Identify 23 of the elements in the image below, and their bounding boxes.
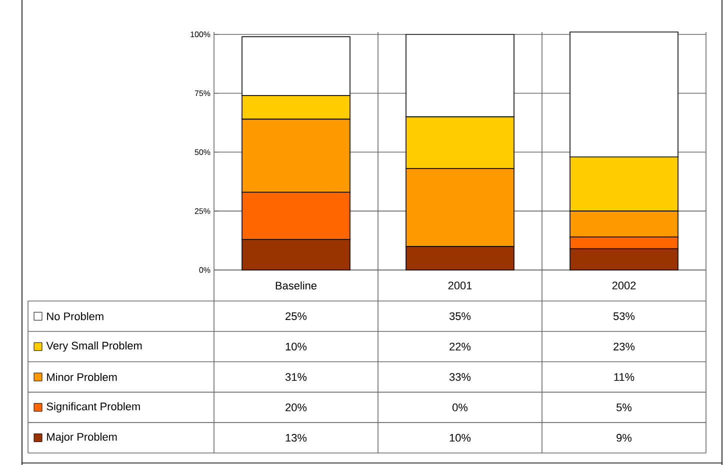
legend-label: Very Small Problem: [46, 341, 142, 352]
data-label: 35%: [449, 312, 471, 320]
data-label: 11%: [614, 373, 634, 381]
legend-label: Minor Problem: [47, 372, 117, 382]
x-tick-label: 2002: [612, 282, 636, 290]
data-label: 31%: [285, 373, 307, 381]
data-label: 25%: [286, 312, 307, 320]
data-label: 5%: [616, 404, 632, 412]
data-label: 20%: [286, 404, 307, 412]
data-label: 33%: [449, 373, 471, 381]
data-label: 10%: [450, 434, 471, 442]
data-label: 10%: [286, 342, 307, 350]
data-label: 22%: [450, 342, 471, 350]
data-label: 53%: [613, 312, 635, 320]
data-label: 23%: [614, 342, 635, 350]
legend-label: Major Problem: [47, 432, 117, 443]
x-tick-label: 2001: [448, 282, 472, 290]
legend-label: Significant Problem: [46, 402, 140, 412]
data-label: 13%: [286, 434, 307, 442]
data-label: 0%: [452, 404, 468, 412]
x-tick-label: Baseline: [276, 281, 317, 290]
data-label: 9%: [616, 434, 632, 442]
legend-label: No Problem: [47, 312, 104, 320]
